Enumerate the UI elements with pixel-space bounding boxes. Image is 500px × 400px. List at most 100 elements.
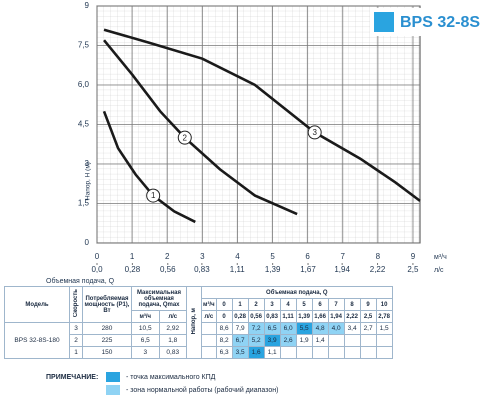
table-cell: 6,3 bbox=[215, 346, 233, 359]
swatch-zone bbox=[106, 385, 120, 395]
cell-text: 0 bbox=[222, 301, 226, 308]
table-cell: 1,5 bbox=[375, 322, 393, 335]
x2-tick-label: 1,67 bbox=[300, 265, 316, 274]
table-row: м³/ч л/с л/с 0 0,28 0,56 0,83 1,11 1,39 1,66 1,94 2… bbox=[5, 310, 393, 323]
cell-text: 6,5 bbox=[140, 337, 150, 344]
cell-text: 7,9 bbox=[235, 325, 245, 332]
x2-tick-label: 2,5 bbox=[407, 265, 419, 274]
cell-text: 10,5 bbox=[138, 325, 152, 332]
table-cell: 2 bbox=[69, 334, 83, 347]
table-row: 1 150 3 0,83 6,3 3,5 1,6 1,1 bbox=[5, 346, 393, 359]
cell-text: 6 bbox=[318, 301, 322, 308]
table-cell bbox=[327, 334, 345, 347]
x-tick-label: 2 bbox=[165, 252, 170, 261]
cell-text: л/с bbox=[204, 313, 214, 320]
table-cell: 0,83 bbox=[158, 346, 187, 359]
table-cell: 1,1 bbox=[263, 346, 281, 359]
table-cell: 2,5 bbox=[359, 310, 377, 323]
table-cell: л/с bbox=[158, 310, 187, 323]
note-max: - точка максимального КПД bbox=[126, 373, 216, 381]
cell-text: 5 bbox=[302, 301, 306, 308]
table-cell: 4,8 bbox=[311, 322, 329, 335]
swatch-max bbox=[106, 372, 120, 382]
x2-unit: л/с bbox=[434, 267, 444, 274]
table-cell: 0,56 bbox=[247, 310, 265, 323]
table-cell bbox=[343, 334, 361, 347]
cell-text: Потребляемая мощность (P1), Вт bbox=[84, 295, 130, 314]
table-cell bbox=[201, 334, 217, 347]
note: ПРИМЕЧАНИЕ: - точка максимального КПД - … bbox=[46, 372, 278, 395]
table-cell: 1,66 bbox=[311, 310, 329, 323]
table-cell: 150 bbox=[82, 346, 132, 359]
x2-tick-label: 1,11 bbox=[230, 265, 246, 274]
cell-text: 0,83 bbox=[166, 349, 180, 356]
y-axis-label: Напор, H (м) bbox=[85, 162, 92, 200]
cell-text: 2,6 bbox=[283, 337, 293, 344]
table-cell: Объемная подача, Q bbox=[201, 286, 393, 299]
table-cell: 1,6 bbox=[247, 346, 265, 359]
cell-text: 4 bbox=[286, 301, 290, 308]
x-tick-label: 1 bbox=[130, 252, 135, 261]
table-cell: 2,6 bbox=[279, 334, 297, 347]
x2-tick-label: 1,94 bbox=[334, 265, 350, 274]
table-cell bbox=[375, 346, 393, 359]
table-cell: 0 bbox=[215, 298, 233, 311]
table-cell: 1,9 bbox=[295, 334, 313, 347]
cell-text: 6,3 bbox=[219, 349, 229, 356]
cell-text: 0 bbox=[222, 313, 226, 320]
table-cell bbox=[201, 322, 217, 335]
table-cell: 3 bbox=[131, 346, 160, 359]
cell-text: 8,6 bbox=[219, 325, 229, 332]
table-cell: 6,7 bbox=[231, 334, 249, 347]
table-cell: 2,22 bbox=[343, 310, 361, 323]
cell-text: BPS 32-8S-180 bbox=[14, 337, 60, 344]
x2-tick-label: 1,39 bbox=[265, 265, 281, 274]
cell-text: 6,5 bbox=[267, 325, 277, 332]
table-cell: 4 bbox=[279, 298, 297, 311]
table-cell: 8 bbox=[343, 298, 361, 311]
cell-text: Модель bbox=[25, 301, 49, 308]
curve-label-circle bbox=[146, 188, 161, 203]
table-cell: 3 bbox=[69, 322, 83, 335]
note-title: ПРИМЕЧАНИЕ: bbox=[46, 373, 99, 381]
table-cell: 7,2 bbox=[247, 322, 265, 335]
cell-text: л/с bbox=[168, 313, 178, 320]
table-cell: 7,9 bbox=[231, 322, 249, 335]
cell-text: 2,22 bbox=[346, 313, 358, 320]
x2-tick-label: 0,56 bbox=[160, 265, 176, 274]
cell-text: 3,9 bbox=[267, 337, 277, 344]
cell-text: 8,2 bbox=[219, 337, 229, 344]
table-cell bbox=[359, 334, 377, 347]
table-cell: Скорость bbox=[69, 286, 83, 323]
table-cell: 4,0 bbox=[327, 322, 345, 335]
table-cell bbox=[327, 346, 345, 359]
y-tick-label: 1,5 bbox=[78, 199, 90, 208]
cell-text: 3,4 bbox=[347, 325, 357, 332]
cell-text: 1,11 bbox=[282, 313, 294, 320]
curve-label: 2 bbox=[183, 133, 188, 142]
table-cell: л/с bbox=[201, 310, 217, 323]
table-cell: 5,2 bbox=[247, 334, 265, 347]
x-unit: м³/ч bbox=[434, 254, 447, 261]
x-tick-label: 7 bbox=[341, 252, 346, 261]
x2-tick-label: 0,28 bbox=[125, 265, 141, 274]
cell-text: 1,9 bbox=[299, 337, 309, 344]
x2-tick-label: 2,22 bbox=[370, 265, 386, 274]
table-cell: BPS 32-8S-180 bbox=[4, 322, 70, 359]
cell-text: Скорость bbox=[73, 289, 79, 318]
x-tick-label: 4 bbox=[235, 252, 240, 261]
table-cell: 0,83 bbox=[263, 310, 281, 323]
table-cell: 10 bbox=[375, 298, 393, 311]
chart-title: BPS 32-8S bbox=[400, 14, 480, 31]
table-cell: 1,4 bbox=[311, 334, 329, 347]
cell-text: 1,4 bbox=[315, 337, 325, 344]
cell-text: 3 bbox=[270, 301, 274, 308]
cell-text: 7,2 bbox=[251, 325, 261, 332]
cell-text: 280 bbox=[101, 325, 113, 332]
x-tick-label: 3 bbox=[200, 252, 205, 261]
x-tick-label: 0 bbox=[95, 252, 100, 261]
table-cell bbox=[295, 346, 313, 359]
table-cell: 1,39 bbox=[295, 310, 313, 323]
table-cell: м³/ч bbox=[201, 298, 217, 311]
